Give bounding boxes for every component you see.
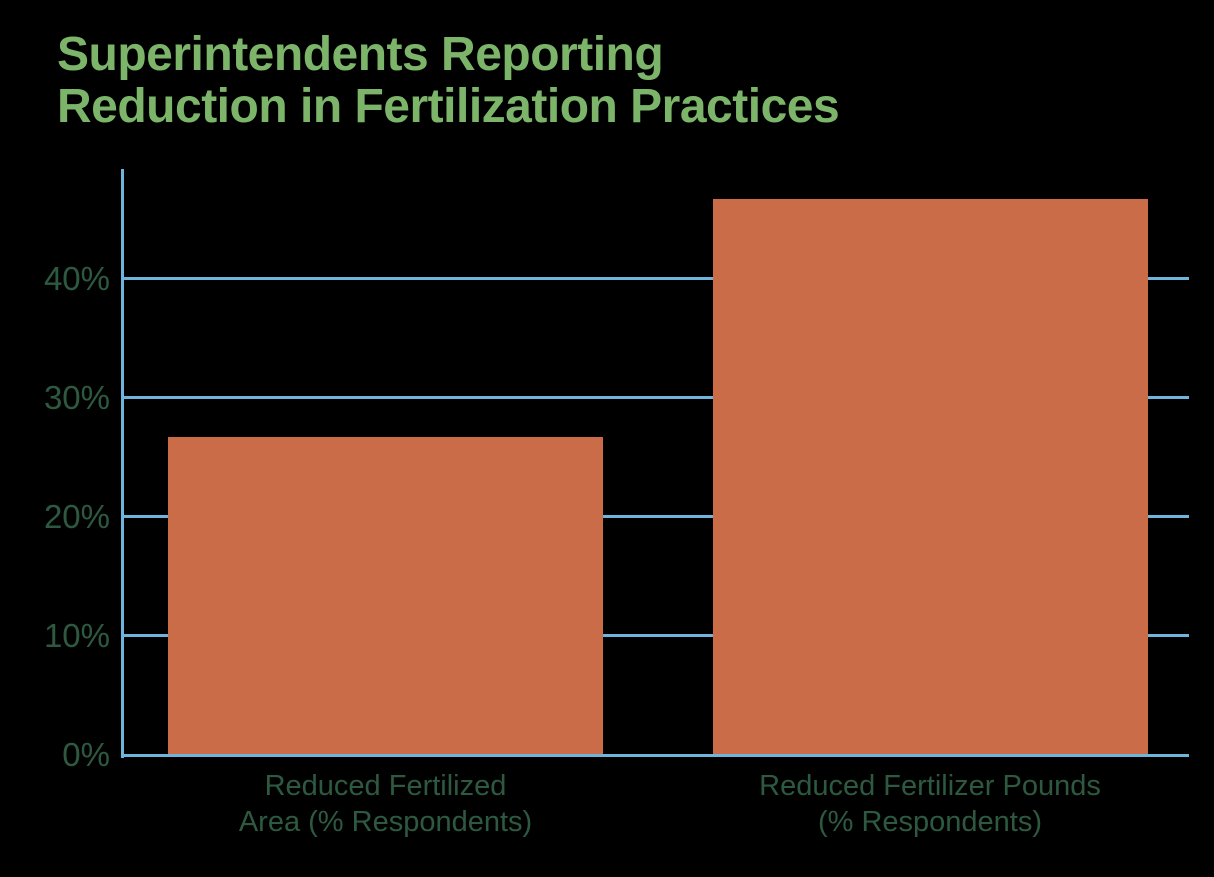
x-axis-line [121,754,1189,757]
y-tick-label-40pct: 40% [43,259,110,297]
x-category-label-line: Reduced Fertilized [264,770,507,802]
bar-reduced-fertilizer-pounds [712,198,1148,755]
y-tick-label-20pct: 20% [43,497,110,535]
x-category-label-line: (% Respondents) [817,806,1043,838]
chart-title-line-2: Reduction in Fertilization Practices [57,80,840,133]
y-tick-label-0pct: 0% [62,736,110,773]
x-category-label-line: Reduced Fertilizer Pounds [759,770,1101,802]
gridline-20pct [121,515,1189,519]
chart-title: Superintendents Reporting Reduction in F… [57,28,840,133]
bar-reduced-fertilized-area [168,436,603,755]
gridline-10pct [121,634,1189,638]
chart-title-line-1: Superintendents Reporting [57,28,664,81]
gridline-40pct [121,277,1189,280]
x-category-label-line: Area (% Respondents) [238,806,533,838]
y-tick-label-30pct: 30% [43,378,110,416]
y-axis-line [121,169,124,758]
x-category-label-reduced-fertilizer-pounds: Reduced Fertilizer Pounds (% Respondents) [610,768,1214,840]
x-category-label-reduced-fertilized-area: Reduced Fertilized Area (% Respondents) [66,768,706,840]
gridline-30pct [121,396,1189,400]
y-tick-label-10pct: 10% [43,616,110,654]
